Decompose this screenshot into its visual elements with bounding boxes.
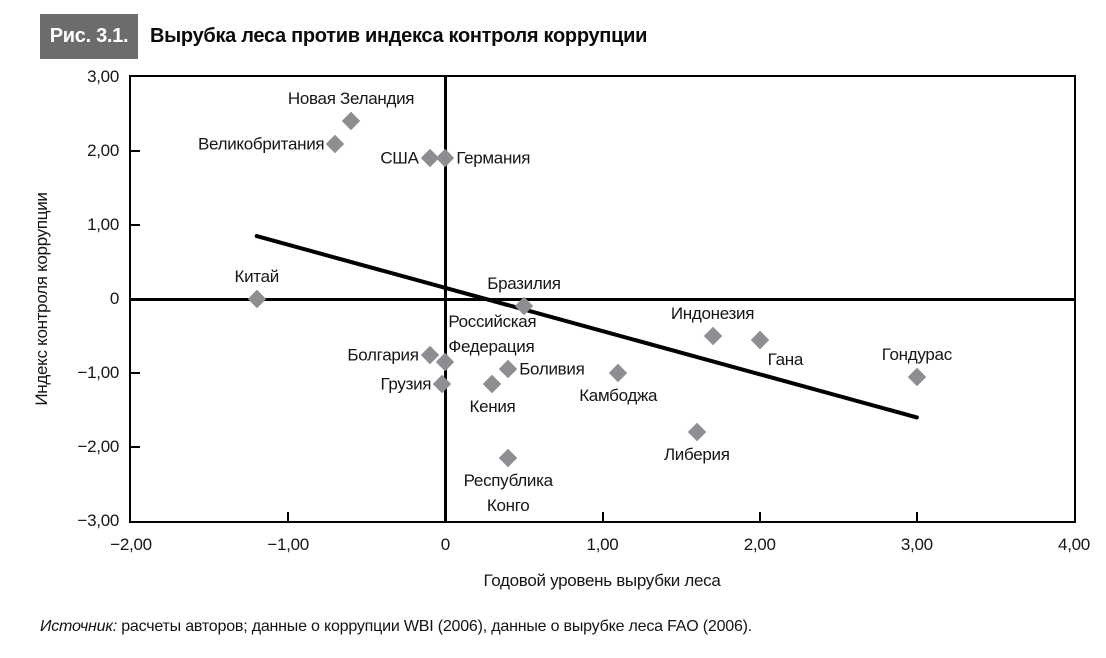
point-label: Грузия [380, 374, 432, 394]
y-axis-tick [131, 446, 140, 448]
x-tick-label: −2,00 [110, 535, 152, 554]
point-label: Новая Зеландия [287, 89, 415, 109]
point-label: Гана [767, 349, 804, 369]
x-tick-label: 3,00 [900, 535, 933, 554]
x-tick-label: 1,00 [586, 535, 619, 554]
plot-inner: Новая Зеландия Великобритания США Германия К… [131, 77, 1074, 521]
point-label: Великобритания [197, 134, 325, 154]
zero-line-horizontal [131, 297, 1074, 301]
point-label: Либерия [663, 445, 730, 465]
x-axis-tick [915, 512, 918, 521]
point-label: Кения [469, 397, 516, 417]
y-axis-tick [131, 372, 140, 374]
source-prefix: Источник: [40, 618, 117, 635]
y-tick-label: 0 [109, 289, 119, 308]
source-text: расчеты авторов; данные о коррупции WBI … [116, 618, 753, 635]
y-tick-label: 2,00 [87, 141, 119, 160]
figure-tag-badge: Рис. 3.1. [40, 14, 138, 59]
trend-line-layer [254, 234, 919, 420]
x-tick-label: −1,00 [267, 535, 309, 554]
y-tick-label: 1,00 [87, 215, 119, 234]
trend-line [254, 234, 919, 420]
y-axis-tick [131, 224, 140, 226]
point-label: Боливия [519, 359, 585, 379]
y-axis-tick [131, 150, 140, 152]
y-tick-label: −2,00 [77, 437, 119, 456]
point-label: Индонезия [670, 304, 755, 323]
point-label: Германия [456, 148, 531, 168]
x-tick-label: 4,00 [1058, 535, 1090, 554]
point-label: Республика Конго [463, 471, 553, 516]
point-label: Болгария [347, 345, 419, 364]
figure-title: Вырубка леса против индекса контроля кор… [150, 25, 648, 47]
point-label: Китай [234, 267, 279, 286]
point-label: Гондурас [881, 344, 952, 364]
x-axis-tick [601, 512, 604, 521]
source-note: Источник: расчеты авторов; данные о корр… [40, 618, 752, 636]
y-axis-title: Индекс контроля коррупции [32, 192, 51, 406]
x-tick-label: 0 [440, 535, 450, 554]
point-label: Российская Федерация [448, 311, 537, 356]
x-tick-label: 2,00 [743, 535, 776, 554]
x-axis-tick [758, 512, 761, 521]
x-axis-tick [287, 512, 290, 521]
y-tick-label: −3,00 [77, 511, 119, 530]
point-label: Бразилия [487, 274, 561, 294]
y-tick-label: 3,00 [87, 67, 119, 86]
point-label: Камбоджа [579, 386, 658, 405]
point-label: США [380, 148, 419, 168]
y-tick-label: −1,00 [77, 363, 119, 382]
plot-area: Новая Зеландия Великобритания США Германия К… [129, 75, 1076, 523]
x-axis-title: Годовой уровень вырубки леса [483, 571, 721, 590]
